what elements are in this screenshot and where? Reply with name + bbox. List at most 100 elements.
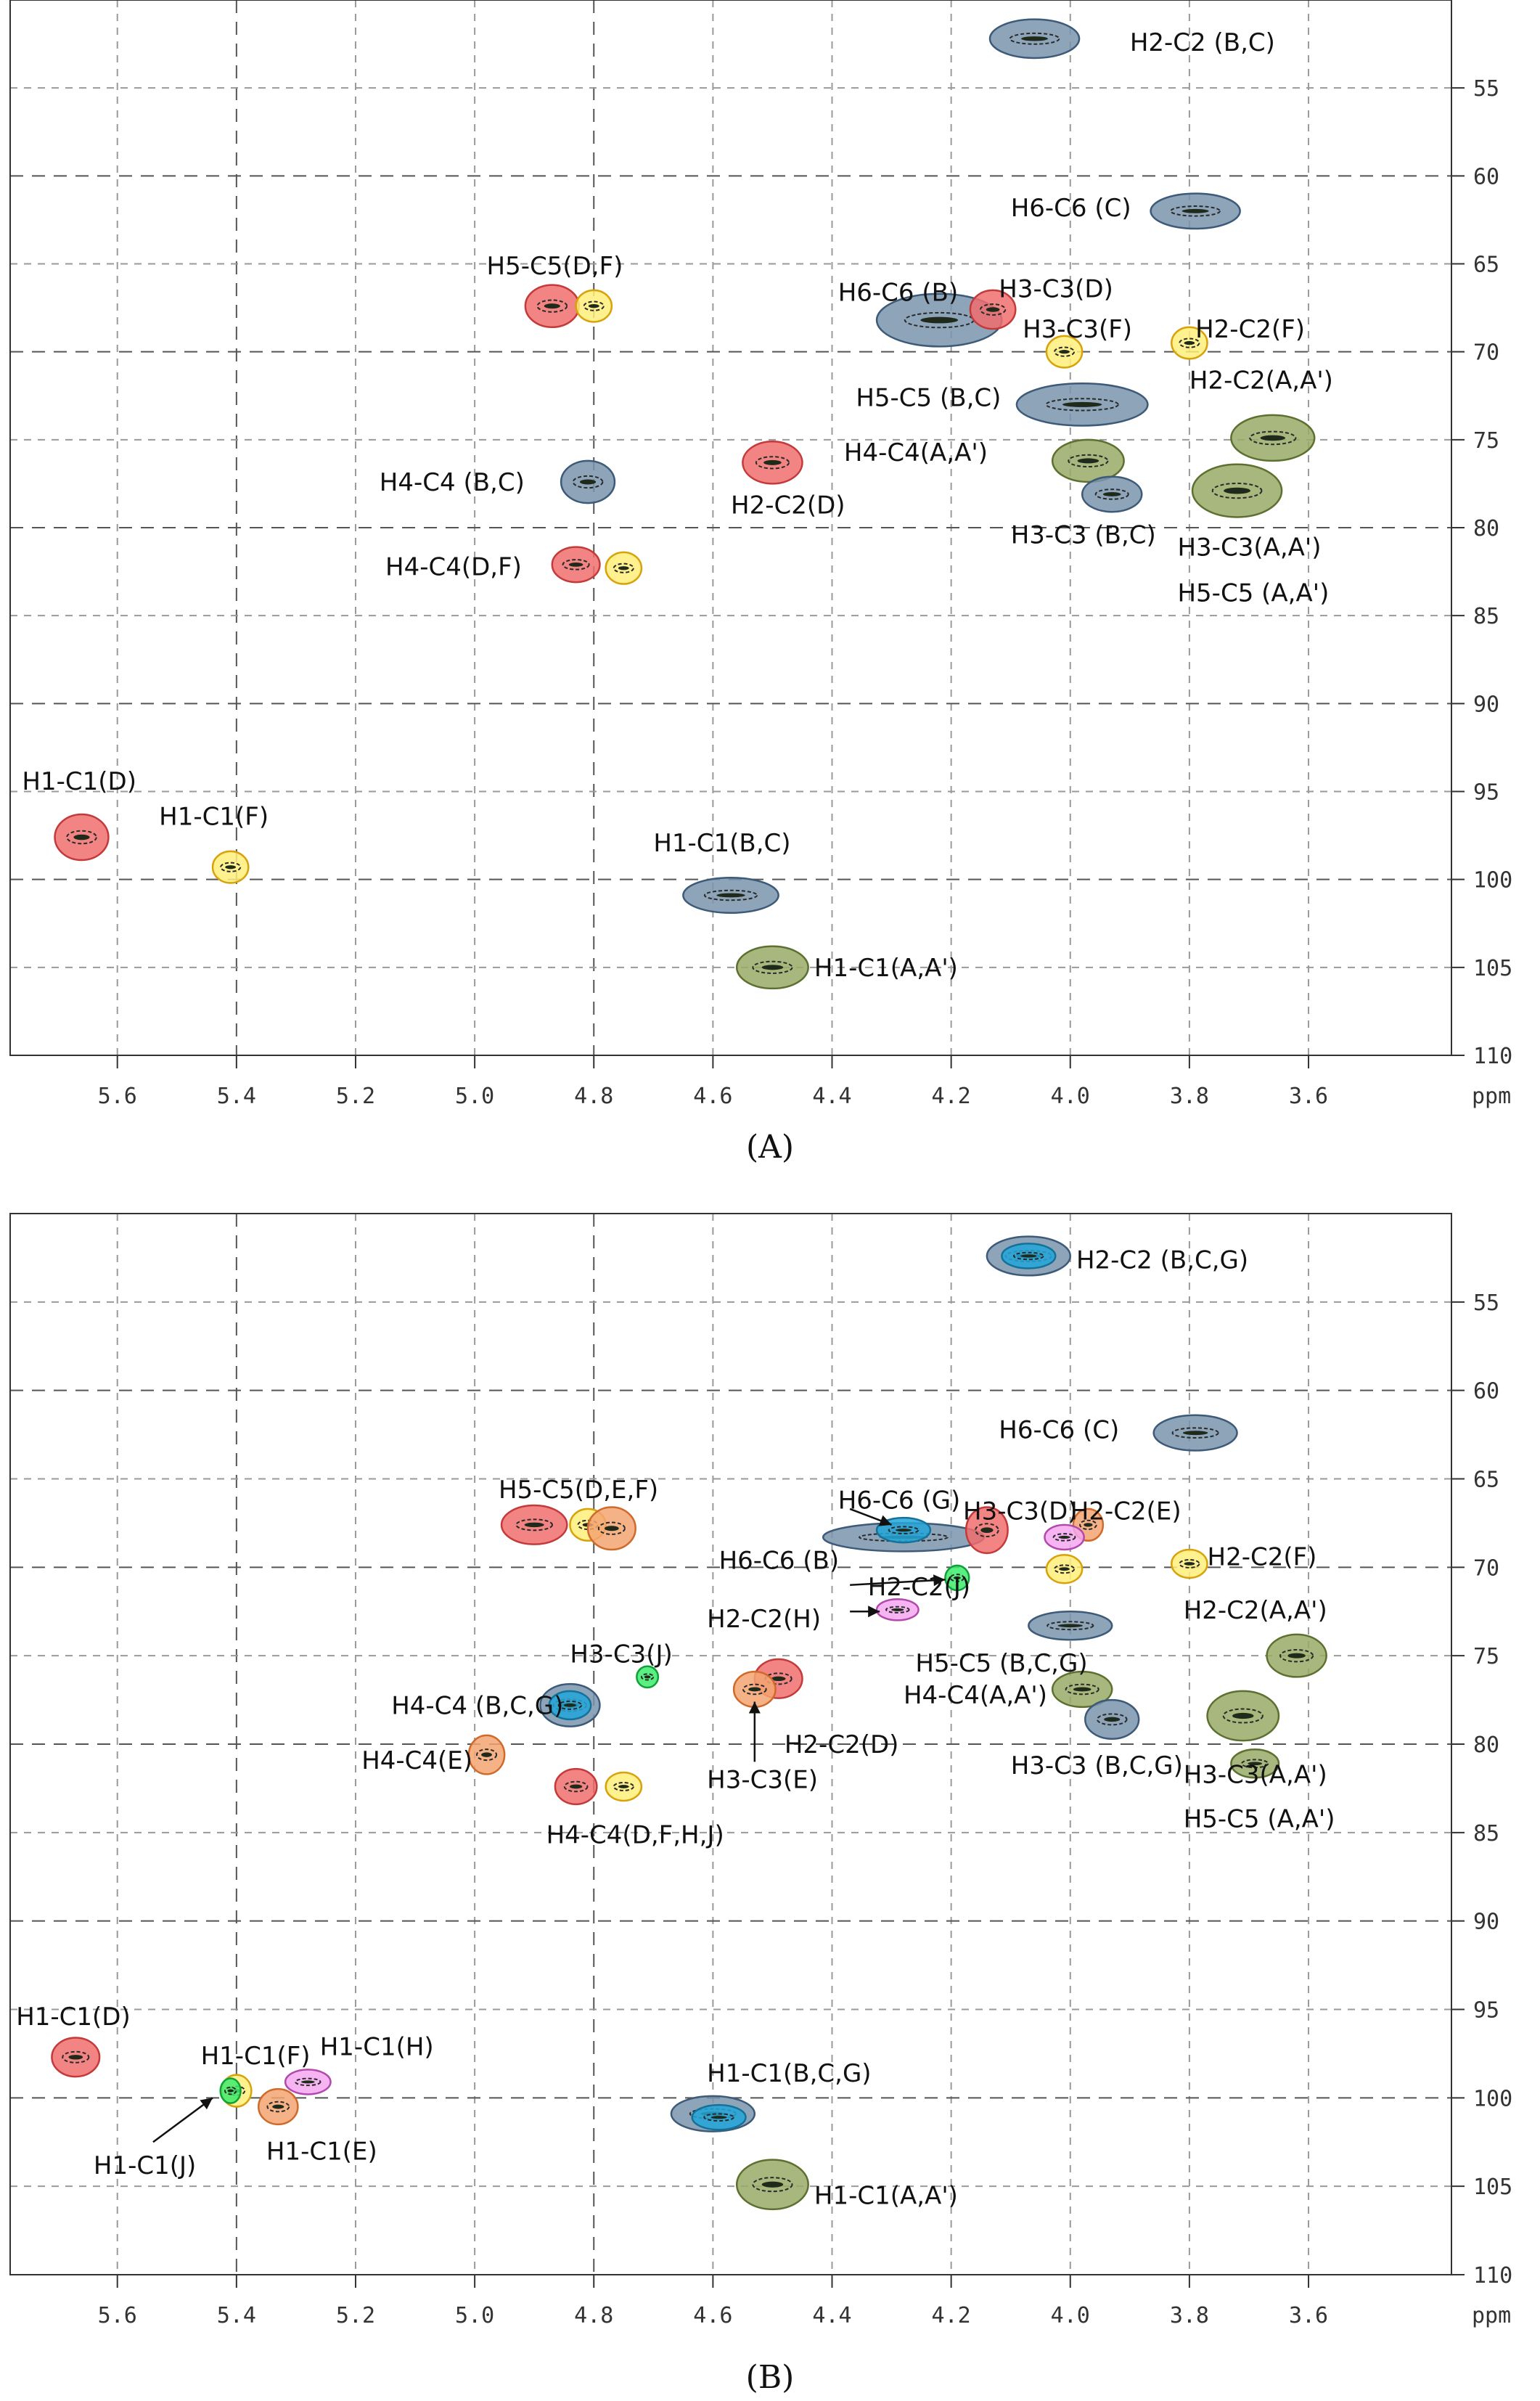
panel-b-peak-contour	[266, 2101, 290, 2113]
panel-b-peak	[1152, 1414, 1238, 1452]
panel-b-peak-label: H2-C2 (B,C,G)	[1076, 1246, 1248, 1275]
panel-b-peak-contour	[1013, 1251, 1044, 1261]
panel-a-peak-core	[1077, 458, 1099, 464]
panel-b-y-tick-label: 100	[1473, 2086, 1512, 2111]
panel-b-peak-core	[1059, 1567, 1070, 1571]
panel-b-y-tick-label: 110	[1473, 2263, 1512, 2288]
panel-a-peak	[1051, 438, 1125, 483]
panel-a-y-tick-label: 65	[1473, 253, 1499, 278]
panel-b-peak	[257, 2087, 299, 2126]
panel-b-peak	[1171, 1548, 1208, 1579]
panel-b-arrow-head	[868, 1606, 880, 1618]
panel-a-peak	[575, 289, 613, 323]
panel-b-peak	[467, 1734, 506, 1775]
panel-b-peak-core	[570, 1784, 583, 1789]
panel-b-peak	[500, 1504, 568, 1545]
panel-b-y-tick-label: 75	[1473, 1644, 1499, 1669]
panel-a-peak-label: H4-C4(D,F)	[385, 552, 522, 581]
panel-a-peak-core	[716, 893, 745, 898]
panel-b-peak-core	[953, 1576, 961, 1579]
panel-b-peak-contour	[1179, 1559, 1200, 1568]
panel-b-peak-label: H2-C2(E)	[1070, 1497, 1181, 1526]
panel-b-peak-contour	[1054, 1564, 1076, 1574]
panel-a-peak-contour	[583, 300, 605, 311]
panel-a-peak	[1045, 335, 1084, 369]
panel-a-peak-core	[1059, 350, 1070, 354]
panel-b-y-tick-label: 105	[1473, 2175, 1512, 2200]
panel-b-peak-core	[1287, 1653, 1306, 1658]
panel-a-x-tick-label: 3.8	[1170, 1084, 1209, 1109]
panel-a-peak-label: H3-C3(A,A')	[1177, 533, 1321, 563]
panel-a-y-tick-label: 70	[1473, 340, 1499, 366]
panel-b-spectrum: 5.6 5.4 5.2 5.0 4.8 4.6 4.4 4.2 4.0 3.8 3.6 55 60 65 7…	[9, 1213, 1512, 2328]
panel-a-peak-label: H4-C4 (B,C)	[380, 468, 525, 497]
panel-b-peak-contour	[949, 1574, 964, 1582]
panel-a-peak-label: H4-C4(A,A')	[844, 438, 988, 467]
panel-b-peak	[548, 1690, 592, 1721]
panel-a-y-tick-label: 80	[1473, 516, 1499, 541]
panel-b-peak-core	[1184, 1562, 1195, 1566]
panel-b-peak-contour	[1241, 1759, 1269, 1769]
panel-a-peak-contour	[613, 563, 634, 573]
panel-b-peak-core	[563, 1703, 577, 1707]
panel-a-peak-contour	[220, 862, 242, 872]
panel-b-peak-label: H1-C1(H)	[320, 2033, 434, 2062]
panel-b-peak-core	[771, 1676, 786, 1682]
panel-b-peak-core	[605, 1526, 619, 1531]
panel-a-peak-contour	[572, 475, 604, 489]
panel-b-peak	[944, 1564, 970, 1592]
panel-b-peak-contour	[742, 1683, 767, 1696]
panel-b-peak-core	[761, 2181, 784, 2188]
panel-b-x-tick-label: 4.2	[932, 2303, 971, 2328]
panel-b-peak	[1230, 1748, 1280, 1779]
panel-a-peak-label: H6-C6 (C)	[1011, 194, 1131, 223]
panel-b-peak	[284, 2069, 332, 2095]
panel-a-peak-label: H3-C3 (B,C)	[1011, 521, 1156, 550]
panel-b-y-tick-label: 70	[1473, 1555, 1499, 1581]
panel-b-arrow-shaft	[152, 2097, 213, 2143]
panel-b-peak	[1206, 1690, 1280, 1742]
panel-b-annotation-arrow	[850, 1574, 946, 1587]
panel-a-x-tick-label: 5.2	[336, 1084, 375, 1109]
panel-b-arrow-head	[933, 1574, 946, 1587]
panel-a-peak-label: H5-C5(D,F)	[487, 252, 623, 281]
panel-b-peak-contour	[1171, 1427, 1219, 1439]
panel-a-peak-contour	[703, 889, 758, 901]
panel-b-peak	[1084, 1698, 1140, 1740]
panel-a-peak-core	[1181, 208, 1209, 213]
panel-b-x-tick-label: 5.2	[336, 2303, 375, 2328]
panel-a-spectrum: 5.6 5.4 5.2 5.0 4.8 4.6 4.4 4.2 4.0 3.8 3.6 55 60 65 7…	[9, 0, 1512, 1109]
panel-b-peak-core	[1232, 1712, 1254, 1719]
panel-b-peak-contour	[515, 1518, 554, 1531]
panel-a-peak	[524, 284, 580, 328]
panel-b-peak-contour	[1279, 1648, 1314, 1663]
panel-a-x-axis-label: ppm	[1472, 1084, 1511, 1109]
panel-b-peak-label: H1-C1(A,A')	[814, 2181, 958, 2210]
panel-b-peak-core	[980, 1527, 994, 1533]
panel-b-peak-contour	[752, 2177, 793, 2193]
panel-a-peak-core	[568, 562, 583, 567]
panel-b-peak-label: H5-C5 (A,A')	[1184, 1804, 1335, 1833]
panel-a-x-tick-label: 4.8	[574, 1084, 613, 1109]
panel-b-peak	[1001, 1243, 1057, 1269]
panel-b-peak-contour	[1052, 1533, 1076, 1542]
panel-a-peak-label: H2-C2(F)	[1195, 315, 1305, 344]
panel-a-peak	[1171, 326, 1208, 360]
panel-a-peak-contour	[1249, 430, 1297, 446]
panel-a-peak-contour	[1211, 482, 1263, 499]
panel-b-plot-frame	[9, 1213, 1452, 2275]
panel-b-peak-core	[644, 1675, 651, 1679]
panel-a-y-tick-label: 100	[1473, 868, 1512, 893]
panel-b-caption: (B)	[746, 2359, 795, 2396]
panel-a-peak-contour	[1068, 454, 1109, 468]
panel-b-annotation-arrow	[850, 1606, 880, 1618]
panel-b-y-tick-label: 55	[1473, 1291, 1499, 1316]
panel-b-peak-core	[524, 1522, 544, 1528]
panel-a-peak	[682, 876, 779, 914]
panel-b-peak-contour	[885, 1606, 910, 1613]
panel-a-peak-label: H3-C3(F)	[1023, 315, 1132, 344]
panel-b-x-tick-label: 3.8	[1170, 2303, 1209, 2328]
panel-b-arrow-head	[748, 1701, 761, 1714]
panel-a-plot-frame	[9, 0, 1452, 1056]
